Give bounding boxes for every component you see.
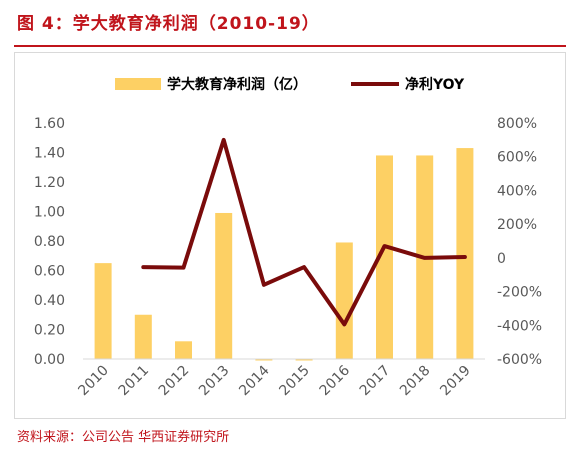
- bar: [456, 148, 474, 359]
- left-tick-label: 0.20: [34, 323, 65, 339]
- left-tick-label: 1.60: [34, 116, 65, 132]
- legend-label-bar: 学大教育净利润（亿）: [167, 76, 307, 93]
- bar: [295, 359, 313, 361]
- chart-frame: 学大教育净利润（亿） 净利YOY 1.60 1.40 1.20 1.00 0.80 0.60…: [14, 52, 566, 419]
- bar-series: [94, 148, 474, 361]
- right-tick-label: 600%: [497, 150, 537, 166]
- legend-swatch-bar: [115, 78, 161, 90]
- right-tick-label: -200%: [497, 285, 542, 301]
- left-tick-label: 1.40: [34, 146, 65, 162]
- x-tick-label: 2012: [156, 363, 193, 400]
- x-tick-label: 2018: [397, 363, 434, 400]
- x-tick-label: 2013: [196, 363, 233, 400]
- bar: [215, 212, 233, 359]
- x-tick-label: 2019: [437, 363, 474, 400]
- right-tick-label: 800%: [497, 116, 537, 132]
- left-tick-label: 0.40: [34, 293, 65, 309]
- bar: [255, 359, 273, 361]
- right-tick-label: 0: [497, 251, 506, 267]
- x-axis-labels: 2010 2011 2012 2013 2014 2015 2016 2017 2018 2019: [75, 362, 473, 399]
- bar: [335, 242, 353, 359]
- x-tick-label: 2014: [236, 362, 273, 399]
- figure-title: 图 4：学大教育净利润（2010-19）: [17, 14, 320, 34]
- legend: 学大教育净利润（亿） 净利YOY: [115, 76, 465, 93]
- left-tick-label: 0.60: [34, 264, 65, 280]
- left-tick-label: 0.00: [34, 352, 65, 368]
- right-tick-label: 200%: [497, 217, 537, 233]
- right-tick-label: -400%: [497, 318, 542, 334]
- bar: [175, 341, 192, 359]
- bar: [376, 155, 393, 359]
- right-tick-label: -600%: [497, 352, 542, 368]
- left-axis: 1.60 1.40 1.20 1.00 0.80 0.60 0.40 0.20 0.00: [34, 116, 65, 368]
- title-divider: [14, 45, 566, 47]
- right-axis: 800% 600% 400% 200% 0 -200% -400% -600%: [497, 116, 542, 368]
- bar: [94, 263, 112, 359]
- right-tick-label: 400%: [497, 183, 537, 199]
- x-tick-label: 2011: [116, 363, 153, 400]
- x-tick-label: 2015: [276, 363, 313, 400]
- left-tick-label: 0.80: [34, 234, 65, 250]
- line-series: [141, 137, 467, 327]
- bar: [134, 314, 152, 359]
- legend-label-line: 净利YOY: [405, 76, 465, 93]
- x-tick-label: 2016: [317, 362, 354, 399]
- x-tick-label: 2017: [357, 363, 394, 400]
- x-tick-label: 2010: [75, 363, 112, 400]
- chart: 学大教育净利润（亿） 净利YOY 1.60 1.40 1.20 1.00 0.80 0.60…: [34, 76, 542, 399]
- left-tick-label: 1.20: [34, 175, 65, 191]
- source-note: 资料来源：公司公告 华西证券研究所: [17, 430, 230, 445]
- left-tick-label: 1.00: [34, 205, 65, 221]
